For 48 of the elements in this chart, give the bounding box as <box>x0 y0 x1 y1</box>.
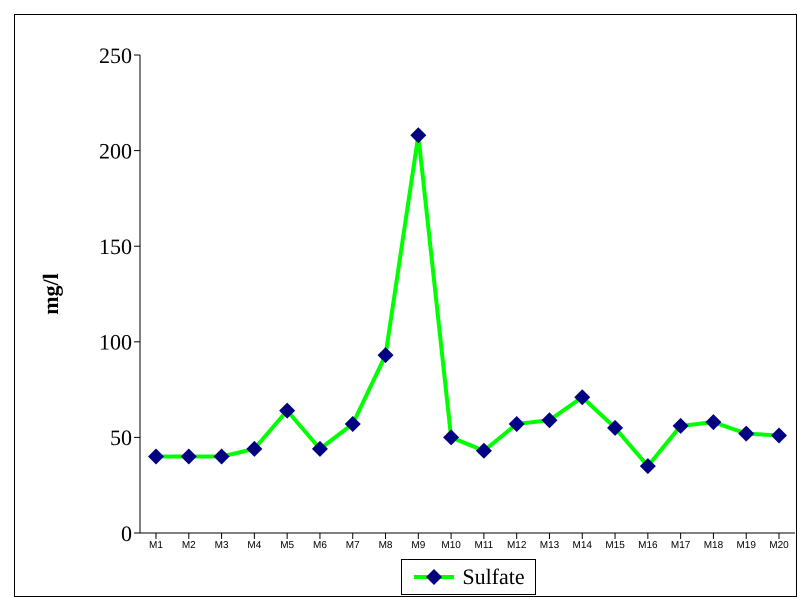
y-tick-label: 200 <box>99 138 132 164</box>
x-tick-label: M11 <box>474 540 494 552</box>
x-tick-label: M4 <box>247 540 262 552</box>
point <box>640 458 656 474</box>
point <box>443 429 460 446</box>
y-tick-label: 100 <box>99 330 132 355</box>
x-tick-label: M10 <box>441 540 462 552</box>
y-axis-title: mg/l <box>38 273 63 315</box>
x-tick-label: M20 <box>769 540 790 552</box>
point <box>705 414 722 430</box>
point <box>672 418 689 434</box>
point <box>541 412 558 428</box>
point <box>344 416 361 432</box>
point <box>180 448 197 465</box>
y-tick-label: 150 <box>99 234 132 260</box>
point <box>476 442 492 459</box>
point <box>574 389 590 406</box>
point <box>246 440 262 457</box>
point <box>312 440 328 457</box>
point <box>738 426 754 442</box>
point <box>378 347 394 364</box>
y-tick-label: 50 <box>110 425 132 450</box>
x-tick-label: M18 <box>704 540 724 552</box>
y-tick-label: 0 <box>121 520 132 546</box>
x-tick-label: M5 <box>280 540 295 552</box>
x-tick-label: M16 <box>638 540 658 552</box>
x-tick-label: M7 <box>346 540 360 552</box>
x-tick-label: M12 <box>506 540 527 552</box>
x-tick-label: M3 <box>214 540 229 552</box>
y-tick-label: 250 <box>99 42 132 68</box>
x-tick-label: M2 <box>182 540 196 552</box>
point <box>607 420 624 436</box>
x-tick-label: M6 <box>312 540 328 552</box>
point <box>508 416 525 432</box>
point <box>148 448 164 465</box>
x-tick-label: M15 <box>605 540 626 552</box>
x-tick-label: M9 <box>411 540 426 552</box>
point <box>279 402 296 419</box>
x-tick-label: M1 <box>149 540 164 552</box>
x-tick-label: M19 <box>736 540 756 552</box>
legend-label: Sulfate <box>462 564 525 590</box>
x-tick-label: M8 <box>378 540 393 552</box>
point <box>771 427 787 444</box>
x-tick-label: M14 <box>572 540 592 552</box>
x-tick-label: M17 <box>670 540 691 552</box>
point <box>410 127 426 144</box>
point <box>214 448 230 465</box>
x-tick-label: M13 <box>540 540 560 552</box>
